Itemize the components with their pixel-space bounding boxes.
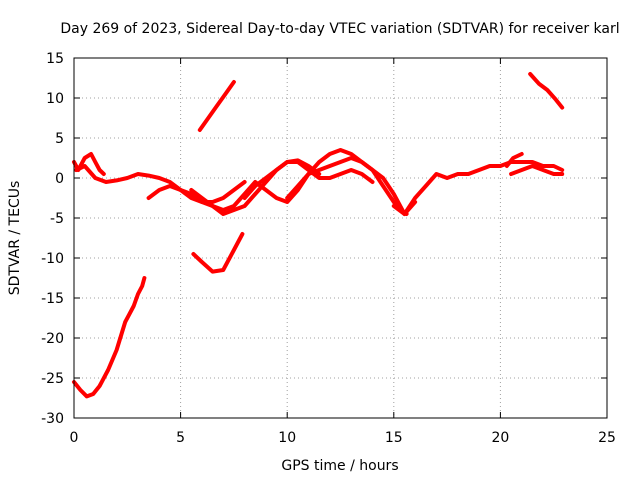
y-axis-label: SDTVAR / TECUs [7,181,23,296]
y-tick-label: 5 [55,131,64,147]
x-axis-label: GPS time / hours [281,458,398,474]
y-tick-label: -30 [41,411,64,427]
y-tick-label: 15 [46,51,64,67]
series-line-arc-g [191,232,245,274]
y-tick-label: -20 [41,331,64,347]
x-tick-label: 10 [278,430,296,446]
series-line-arc-l [509,164,565,176]
series-line-arc-b [74,164,247,204]
y-tick-label: -15 [41,291,64,307]
x-tick-label: 5 [176,430,185,446]
plot-frame [73,57,608,419]
plot-area [72,72,565,399]
y-tick-label: -25 [41,371,64,387]
series-line-arc-c [72,276,147,399]
y-tick-label: -10 [41,251,64,267]
series-line-arc-i [285,156,409,216]
x-tick-label: 20 [491,430,509,446]
chart-title: Day 269 of 2023, Sidereal Day-to-day VTE… [60,21,619,37]
y-tick-label: 10 [46,91,64,107]
x-tick-label: 15 [385,430,403,446]
series-line-arc-j [391,160,565,216]
axis-ticks: 0 5 10 15 20 25 15 10 5 0 -5 -10 -15 -20 -25 -30 [41,51,616,446]
y-tick-label: -5 [50,211,64,227]
y-tick-label: 0 [55,171,64,187]
series-line-arc-h [242,158,322,200]
series-line-arc-k [504,152,524,168]
x-tick-label: 25 [598,430,616,446]
grid [74,58,607,418]
x-tick-label: 0 [70,430,79,446]
series-line-arc-f [197,80,236,132]
series-line-arc-m [528,72,565,110]
